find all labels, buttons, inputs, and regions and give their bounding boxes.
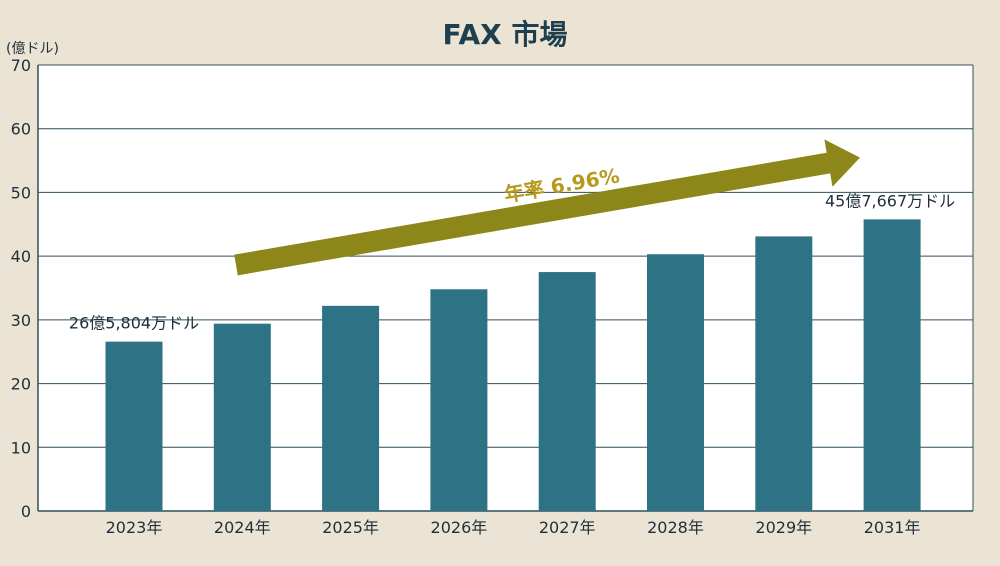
y-tick-label-10: 10 bbox=[11, 438, 31, 457]
x-tick-label-2031年: 2031年 bbox=[864, 518, 921, 537]
y-tick-label-50: 50 bbox=[11, 183, 31, 202]
bar-2023年 bbox=[105, 341, 163, 511]
bar-2028年 bbox=[647, 254, 704, 511]
y-tick-labels: 0 10 20 30 40 50 60 70 bbox=[11, 56, 31, 521]
grid-lines bbox=[37, 64, 974, 512]
bar-2025年 bbox=[322, 305, 380, 511]
bar-2026年 bbox=[430, 289, 488, 511]
first-bar-value-label: 26億5,804万ドル bbox=[69, 314, 199, 333]
last-bar-value-label: 45億7,667万ドル bbox=[825, 191, 955, 210]
x-tick-label-2029年: 2029年 bbox=[755, 518, 812, 537]
bar-2029年 bbox=[755, 236, 813, 512]
bar-2024年 bbox=[213, 323, 271, 511]
y-tick-label-20: 20 bbox=[11, 375, 31, 394]
chart-title: FAX 市場 bbox=[443, 18, 568, 51]
x-tick-label-2023年: 2023年 bbox=[106, 518, 163, 537]
x-tick-label-2028年: 2028年 bbox=[647, 518, 704, 537]
x-tick-label-2026年: 2026年 bbox=[431, 518, 488, 537]
y-tick-label-30: 30 bbox=[11, 311, 31, 330]
cagr-arrow bbox=[234, 139, 860, 276]
bars bbox=[105, 219, 921, 512]
x-tick-label-2025年: 2025年 bbox=[322, 518, 379, 537]
plot-area bbox=[38, 65, 973, 511]
y-axis-unit-label: (億ドル) bbox=[6, 41, 59, 57]
x-tick-label-2024年: 2024年 bbox=[214, 518, 271, 537]
cagr-arrow-group bbox=[234, 139, 860, 276]
y-tick-label-60: 60 bbox=[11, 120, 31, 139]
y-tick-label-0: 0 bbox=[21, 502, 31, 521]
bar-2027年 bbox=[538, 272, 596, 511]
y-tick-label-70: 70 bbox=[11, 56, 31, 75]
bar-2031年 bbox=[863, 219, 921, 512]
y-tick-label-40: 40 bbox=[11, 247, 31, 266]
x-tick-labels: 2023年 2024年 2025年 2026年 2027年 2028年 2029年 2031年 bbox=[106, 518, 921, 537]
x-tick-label-2027年: 2027年 bbox=[539, 518, 596, 537]
